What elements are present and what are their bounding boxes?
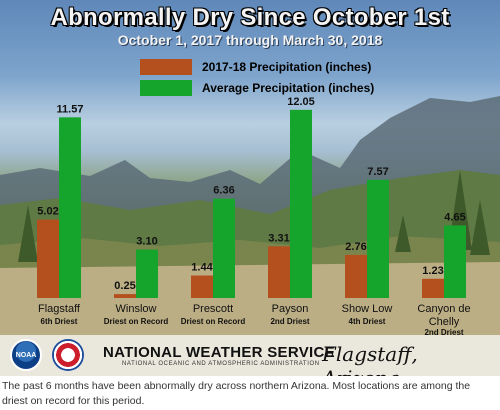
bar-average-winslow: [136, 249, 158, 298]
data-label-average-flagstaff: 11.57: [57, 103, 84, 115]
bar-current-prescott: [191, 275, 213, 298]
image-caption: The past 6 months have been abnormally d…: [2, 380, 471, 407]
legend-swatch-average: [140, 80, 192, 96]
bar-chart: 5.02 11.57 Flagstaff 6th Driest 0.25 3.10 Wins…: [37, 96, 471, 337]
data-label-current-winslow: 0.25: [114, 280, 135, 292]
data-label-current-show-low: 2.76: [345, 241, 366, 253]
bar-average-show-low: [367, 179, 389, 298]
organization-name: NATIONAL WEATHER SERVICE: [103, 344, 335, 361]
data-label-current-flagstaff: 5.02: [37, 206, 58, 218]
bar-average-prescott: [213, 198, 235, 298]
category-note-winslow: Driest on Record: [104, 317, 169, 326]
noaa-logo-icon: NOAA: [10, 339, 42, 371]
category-label-canyon-de-chelly: Canyon de: [417, 303, 470, 315]
data-label-average-canyon-de-chelly: 4.65: [444, 211, 465, 223]
category-label-flagstaff: Flagstaff: [38, 303, 81, 315]
category-note-payson: 2nd Driest: [270, 317, 309, 326]
category-label-winslow: Winslow: [116, 303, 157, 315]
bar-current-winslow: [114, 294, 136, 298]
chart-title: Abnormally Dry Since October 1st: [50, 4, 450, 31]
legend-label-current: 2017-18 Precipitation (inches): [202, 60, 372, 74]
data-label-current-payson: 3.31: [268, 232, 289, 244]
chart-figure: 5.02 11.57 Flagstaff 6th Driest 0.25 3.10 Wins…: [0, 0, 500, 376]
category-label-payson: Payson: [272, 303, 309, 315]
category-note-prescott: Driest on Record: [181, 317, 246, 326]
bar-average-flagstaff: [59, 117, 81, 298]
bar-current-show-low: [345, 254, 367, 298]
data-label-average-payson: 12.05: [287, 96, 315, 108]
data-label-current-prescott: 1.44: [191, 262, 213, 274]
category-label-prescott: Prescott: [193, 303, 233, 315]
organization-subtitle: NATIONAL OCEANIC AND ATMOSPHERIC ADMINIS…: [122, 361, 320, 367]
category-label-line2-canyon-de-chelly: Chelly: [429, 316, 460, 328]
bar-average-payson: [290, 109, 312, 298]
legend-entry-average: Average Precipitation (inches): [140, 79, 374, 97]
category-note-flagstaff: 6th Driest: [41, 317, 78, 326]
bar-current-payson: [268, 246, 290, 298]
category-note-show-low: 4th Driest: [349, 317, 386, 326]
chart-subtitle: October 1, 2017 through March 30, 2018: [117, 32, 383, 48]
data-label-current-canyon-de-chelly: 1.23: [422, 265, 443, 277]
nws-logo-icon: [52, 339, 84, 371]
office-location: Flagstaff, Arizona: [322, 342, 418, 376]
legend-swatch-current: [140, 59, 192, 75]
data-label-average-winslow: 3.10: [136, 236, 157, 248]
bar-current-flagstaff: [37, 219, 59, 298]
data-label-average-prescott: 6.36: [213, 185, 234, 197]
legend-label-average: Average Precipitation (inches): [202, 81, 375, 95]
bar-current-canyon-de-chelly: [422, 278, 444, 298]
category-note-canyon-de-chelly: 2nd Driest: [424, 328, 463, 337]
category-label-show-low: Show Low: [342, 303, 393, 315]
bar-average-canyon-de-chelly: [444, 225, 466, 298]
data-label-average-show-low: 7.57: [367, 166, 388, 178]
legend-entry-current: 2017-18 Precipitation (inches): [140, 58, 371, 76]
